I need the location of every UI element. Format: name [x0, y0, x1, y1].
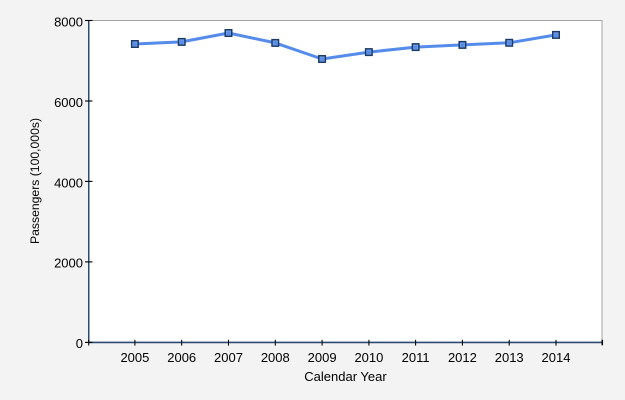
svg-text:2010: 2010 — [354, 350, 383, 365]
svg-text:2012: 2012 — [448, 350, 477, 365]
svg-text:2011: 2011 — [402, 350, 430, 365]
svg-text:4000: 4000 — [54, 175, 83, 190]
svg-text:Calendar Year: Calendar Year — [304, 369, 387, 384]
svg-text:8000: 8000 — [54, 14, 83, 29]
svg-text:2000: 2000 — [54, 255, 83, 270]
svg-text:2008: 2008 — [261, 350, 290, 365]
svg-text:2006: 2006 — [167, 350, 196, 365]
svg-text:2013: 2013 — [495, 350, 524, 365]
svg-text:2005: 2005 — [120, 350, 149, 365]
svg-text:6000: 6000 — [54, 95, 83, 110]
svg-text:0: 0 — [76, 336, 83, 351]
svg-text:2007: 2007 — [214, 350, 243, 365]
svg-text:Passengers (100,000s): Passengers (100,000s) — [28, 118, 42, 244]
svg-text:2009: 2009 — [308, 350, 337, 365]
svg-text:2014: 2014 — [542, 350, 571, 365]
